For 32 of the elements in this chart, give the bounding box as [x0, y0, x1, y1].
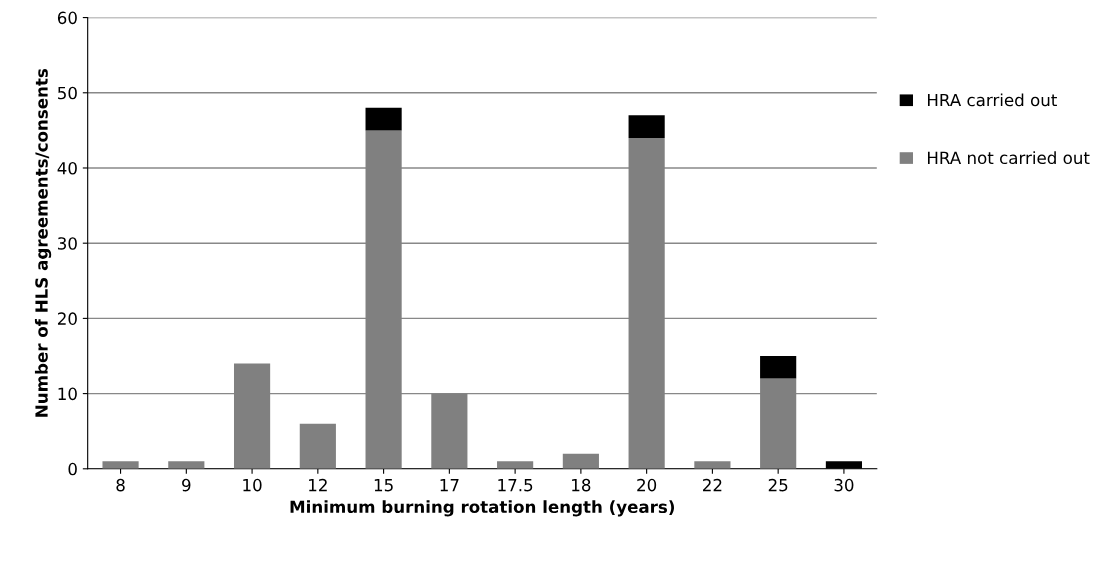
bar: [497, 461, 534, 469]
bar: [562, 453, 599, 469]
x-tick-label: 8: [116, 478, 125, 492]
bar: [694, 461, 731, 469]
bar: [102, 461, 139, 469]
legend-label: HRA not carried out: [927, 151, 1090, 165]
x-axis-title: Minimum burning rotation length (years): [290, 500, 674, 517]
x-tick-label: 17.5: [498, 479, 533, 492]
y-tick-label: 60: [57, 11, 77, 25]
x-tick-label: 10: [243, 478, 262, 492]
x-tick-label: 20: [637, 478, 657, 492]
x-tick-label: 25: [768, 478, 788, 492]
bar: [299, 423, 336, 469]
y-tick-label: 20: [57, 312, 77, 325]
x-tick-label: 9: [182, 478, 191, 492]
bar: [760, 355, 797, 379]
y-tick-label: 50: [58, 86, 77, 100]
x-tick-label: 22: [703, 478, 722, 492]
x-tick-label: 15: [374, 479, 393, 492]
x-tick-label: 17: [440, 479, 459, 492]
bar: [628, 115, 665, 138]
bar: [365, 107, 402, 131]
x-tick-label: 12: [309, 478, 327, 492]
y-tick-label: 30: [58, 237, 77, 250]
x-tick-label: 18: [572, 478, 591, 492]
x-tick-label: 30: [834, 478, 854, 492]
y-tick-label: 40: [57, 161, 77, 175]
legend-label: HRA carried out: [927, 93, 1057, 107]
y-axis-title: Number of HLS agreements/consents: [34, 68, 52, 417]
y-tick-label: 10: [58, 387, 77, 401]
bar: [168, 461, 205, 469]
y-tick-label: 0: [68, 462, 77, 476]
